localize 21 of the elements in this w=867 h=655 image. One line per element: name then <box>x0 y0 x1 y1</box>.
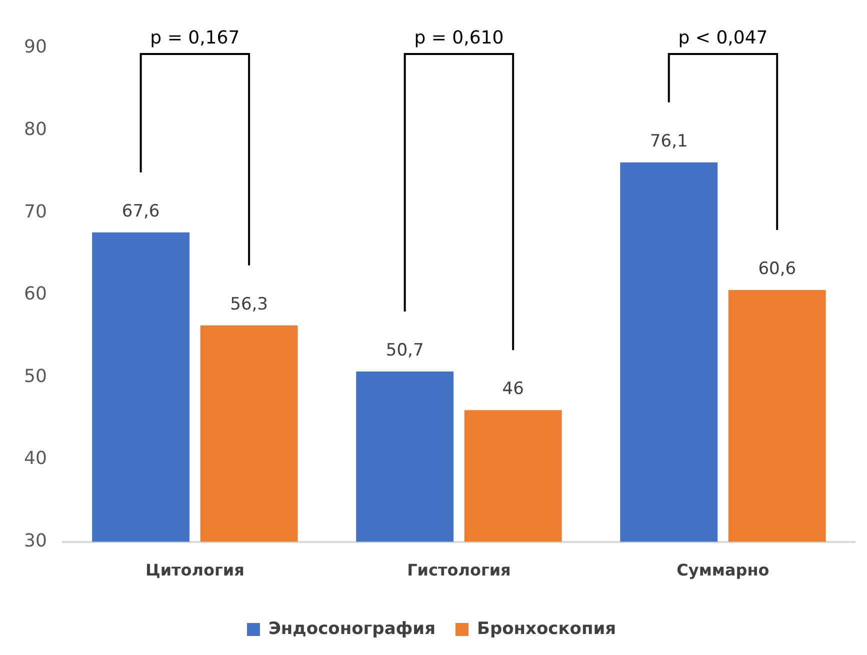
x-tick-label: Цитология <box>145 560 244 580</box>
y-tick-label: 80 <box>24 118 47 140</box>
y-tick-label: 30 <box>24 530 47 552</box>
data-label: 76,1 <box>650 131 688 152</box>
y-tick-label: 60 <box>24 284 47 305</box>
y-tick-label: 40 <box>24 448 47 470</box>
x-tick-label: Гистология <box>407 560 511 580</box>
annotation: p = 0,167 <box>150 28 240 49</box>
y-tick-label: 90 <box>24 36 47 58</box>
data-label: 46 <box>502 379 524 400</box>
data-label: 67,6 <box>122 201 160 222</box>
y-tick-label: 70 <box>24 201 47 222</box>
data-label: 50,7 <box>386 340 424 360</box>
data-label: 60,6 <box>758 258 796 279</box>
y-tick-label: 50 <box>24 366 47 387</box>
legend-label: Бронхоскопия <box>476 618 616 639</box>
annotation: p = 0,610 <box>414 28 504 49</box>
x-tick-label: Суммарно <box>676 560 770 580</box>
annotation: p < 0,047 <box>678 28 768 49</box>
legend-label: Эндосонография <box>268 618 436 639</box>
data-label: 56,3 <box>230 294 268 314</box>
